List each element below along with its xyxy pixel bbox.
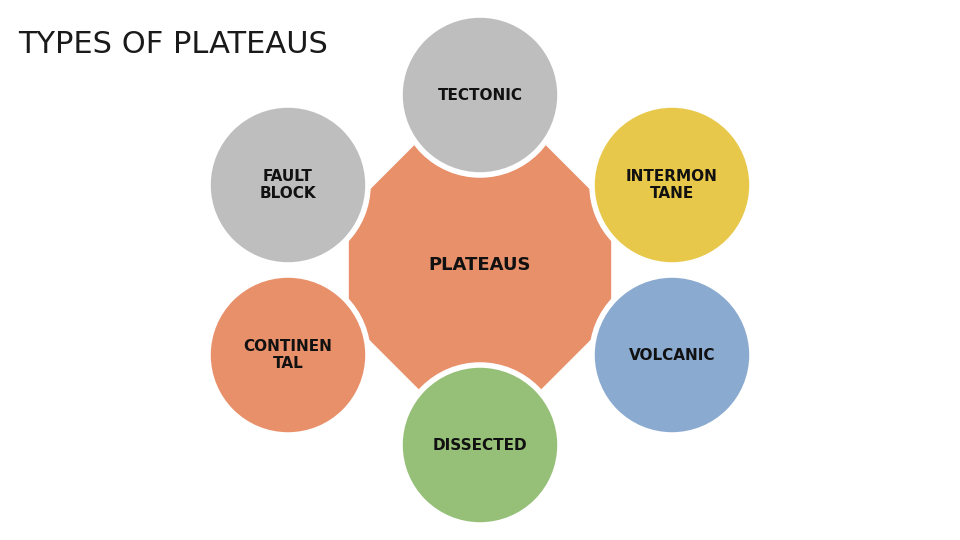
Text: VOLCANIC: VOLCANIC xyxy=(629,348,715,362)
Circle shape xyxy=(400,15,560,175)
Circle shape xyxy=(592,275,752,435)
Circle shape xyxy=(208,275,368,435)
Text: TECTONIC: TECTONIC xyxy=(438,87,522,103)
Text: CONTINEN
TAL: CONTINEN TAL xyxy=(244,339,332,371)
Polygon shape xyxy=(346,131,614,399)
Text: FAULT
BLOCK: FAULT BLOCK xyxy=(260,169,316,201)
Text: TYPES OF PLATEAUS: TYPES OF PLATEAUS xyxy=(18,30,328,59)
Circle shape xyxy=(592,105,752,265)
Text: PLATEAUS: PLATEAUS xyxy=(429,256,531,274)
Circle shape xyxy=(208,105,368,265)
Text: DISSECTED: DISSECTED xyxy=(433,437,527,453)
Text: INTERMON
TANE: INTERMON TANE xyxy=(626,169,718,201)
Circle shape xyxy=(400,365,560,525)
